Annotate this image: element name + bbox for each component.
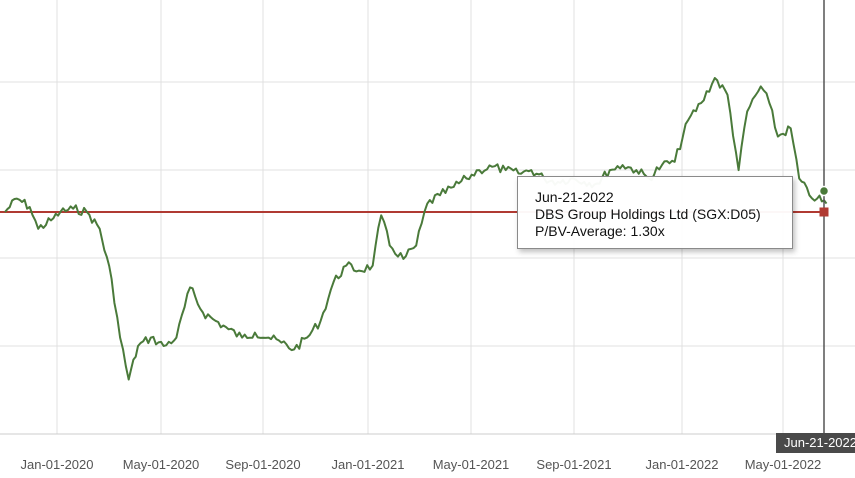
- series-hover-marker: [818, 185, 830, 197]
- pbv-series-line[interactable]: [4, 77, 828, 381]
- x-axis-ticks: Jan-01-2020 May-01-2020 Sep-01-2020 Jan-01-…: [21, 457, 822, 472]
- hover-tooltip: Jun-21-2022 DBS Group Holdings Ltd (SGX:…: [517, 176, 793, 249]
- crosshair-date-badge: Jun-21-2022: [776, 433, 855, 453]
- tooltip-company: DBS Group Holdings Ltd (SGX:D05): [535, 206, 761, 222]
- tooltip-date: Jun-21-2022: [535, 189, 614, 205]
- x-tick-label: Sep-01-2021: [536, 457, 611, 472]
- x-tick-label: Jan-01-2020: [21, 457, 94, 472]
- x-tick-label: Sep-01-2020: [225, 457, 300, 472]
- x-tick-label: May-01-2022: [745, 457, 822, 472]
- average-hover-marker: [819, 207, 829, 217]
- x-tick-label: May-01-2020: [123, 457, 200, 472]
- x-tick-label: May-01-2021: [433, 457, 510, 472]
- tooltip-metric: P/BV-Average: 1.30x: [535, 223, 665, 239]
- x-tick-label: Jan-01-2021: [332, 457, 405, 472]
- x-tick-label: Jan-01-2022: [646, 457, 719, 472]
